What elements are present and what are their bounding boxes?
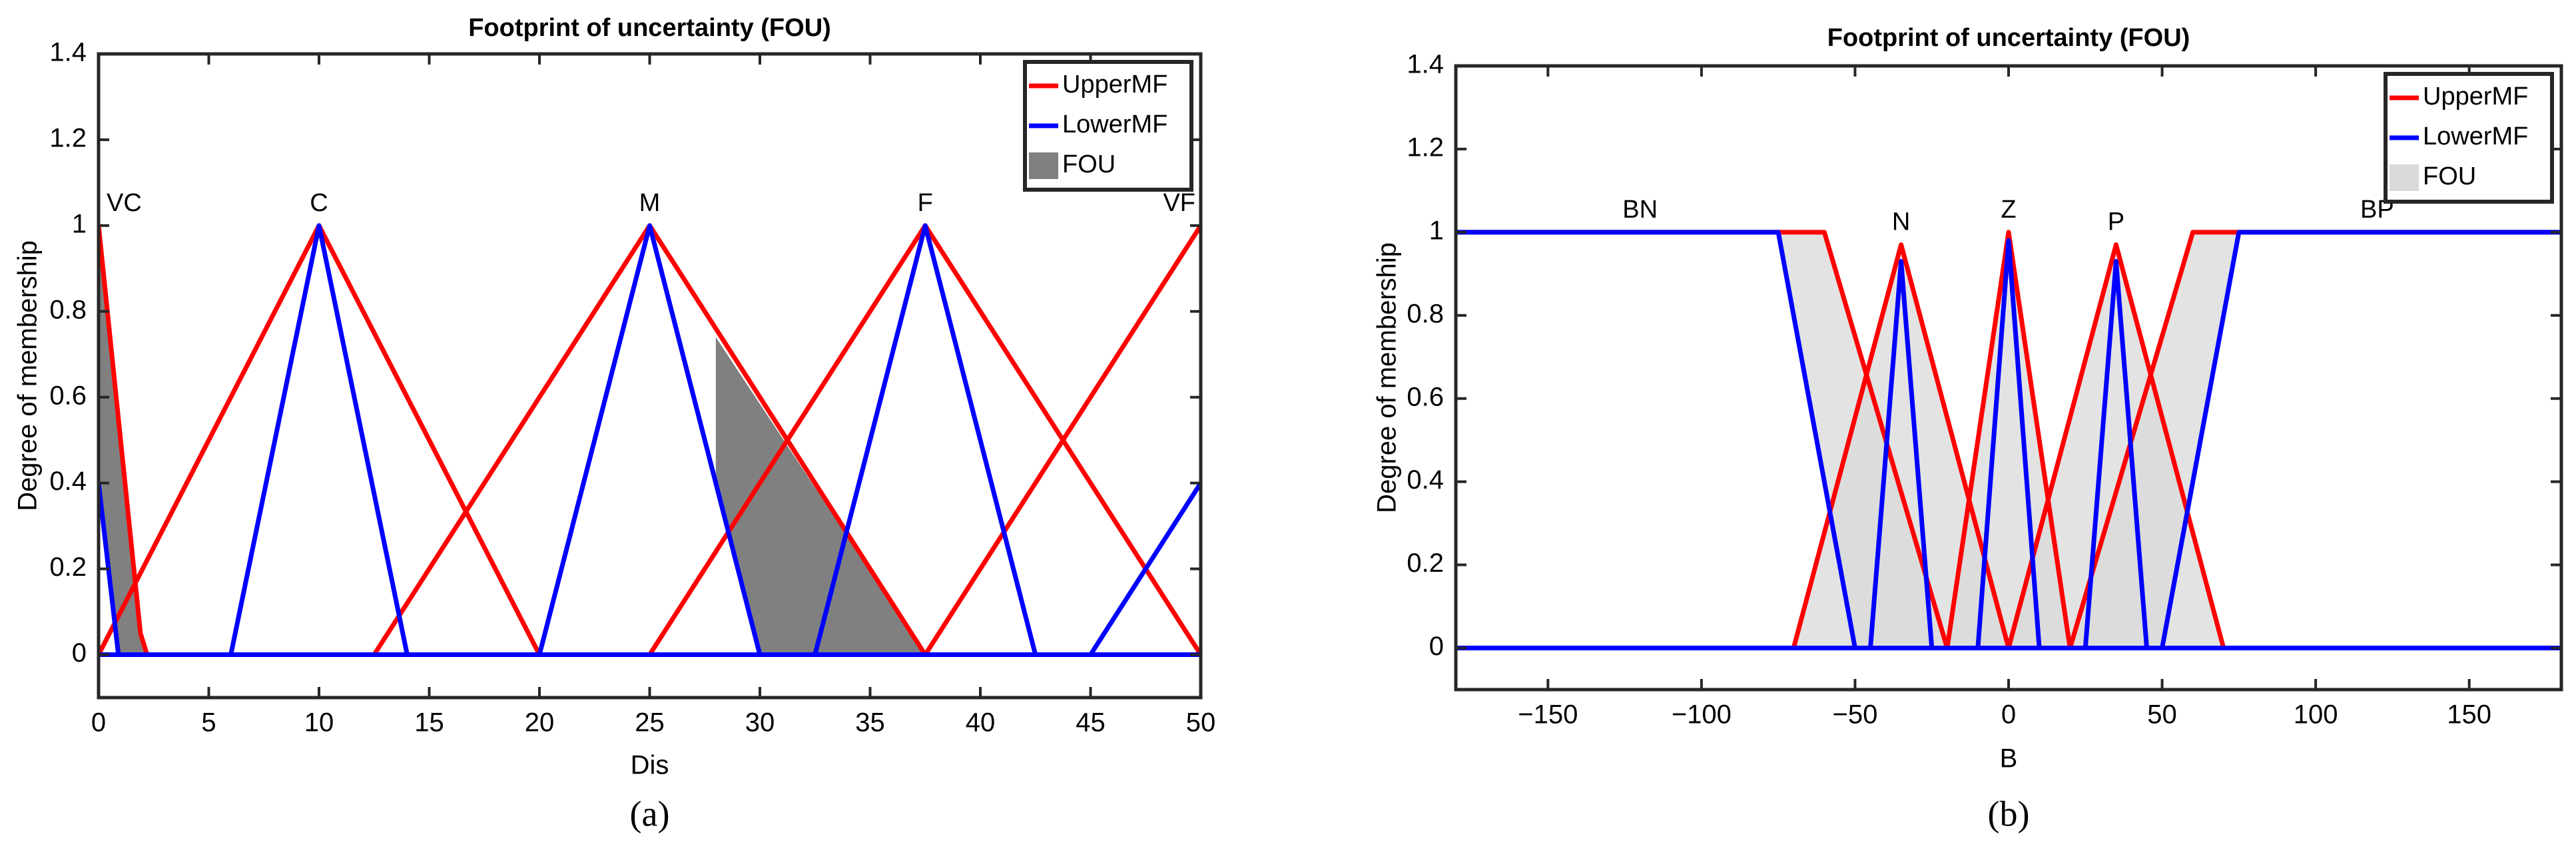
chart-title: Footprint of uncertainty (FOU) — [468, 14, 831, 42]
mf-line — [2083, 259, 2149, 648]
y-tick-label: 0.8 — [1407, 299, 1444, 328]
legend-label: FOU — [1062, 150, 1116, 178]
legend-swatch — [2390, 164, 2419, 191]
x-tick-label: 100 — [2294, 700, 2338, 730]
y-tick-label: 0.2 — [1407, 548, 1444, 578]
plot — [1456, 230, 2561, 651]
mf-line — [1868, 259, 1935, 648]
y-tick-label: 1 — [72, 209, 87, 238]
x-tick-label: 30 — [745, 708, 775, 738]
y-tick-label: 1.2 — [1407, 132, 1444, 162]
mf-label: BN — [1622, 196, 1658, 224]
legend-swatch — [1029, 152, 1058, 179]
y-tick-label: 0 — [72, 638, 87, 668]
x-tick-label: −100 — [1672, 700, 1732, 730]
legend-label: LowerMF — [2423, 122, 2528, 150]
caption: (b) — [1988, 793, 2030, 833]
x-axis-label: B — [2000, 744, 2018, 773]
mf-line — [2160, 230, 2561, 649]
mf-line — [1088, 481, 1201, 656]
mf-label: N — [1892, 208, 1910, 236]
y-tick-label: 1.4 — [1407, 50, 1444, 79]
y-tick-label: 0.8 — [49, 295, 87, 324]
mf-label: Z — [2001, 196, 2016, 224]
y-tick-label: 0.2 — [49, 552, 87, 582]
legend-label: UpperMF — [2423, 83, 2528, 110]
mf-line — [923, 224, 1201, 656]
x-tick-label: 15 — [414, 708, 444, 738]
mf-label: C — [310, 189, 328, 217]
x-tick-label: 0 — [91, 708, 106, 738]
x-tick-label: 35 — [855, 708, 885, 738]
x-tick-label: 50 — [1186, 708, 1216, 738]
y-tick-label: 0.6 — [49, 381, 87, 410]
legend-label: FOU — [2423, 162, 2476, 190]
mf-line — [537, 223, 763, 656]
fou-region — [1793, 244, 2009, 648]
y-tick-label: 0.4 — [49, 467, 87, 496]
x-tick-label: 40 — [966, 708, 996, 738]
subplot: 0 5 10 15 20 25 30 35 40 45 50 0 0.2 0.4 0.6 0.8 1 1.2 1.4… — [13, 14, 1216, 833]
y-axis-label: Degree of membership — [1373, 242, 1402, 513]
y-tick-label: 1.2 — [49, 123, 87, 152]
x-tick-label: 50 — [2147, 700, 2177, 730]
x-tick-label: −150 — [1518, 700, 1578, 730]
y-tick-label: 1.4 — [49, 38, 87, 67]
mf-line — [228, 223, 410, 656]
x-tick-label: 5 — [201, 708, 216, 738]
mf-label: F — [918, 189, 933, 217]
mf-label: VC — [107, 189, 142, 217]
x-tick-label: 20 — [525, 708, 555, 738]
fou-region — [2070, 232, 2239, 648]
plot — [99, 223, 1201, 658]
y-tick-label: 0.6 — [1407, 382, 1444, 411]
x-tick-label: 25 — [635, 708, 665, 738]
mf-line — [1456, 230, 1857, 649]
x-axis-label: Dis — [631, 751, 669, 780]
x-tick-label: 10 — [304, 708, 334, 738]
subplot: −150 −100 −50 0 50 100 150 0 0.2 0.4 0.6 0.8 1 1.2 1.4… — [1373, 24, 2563, 833]
x-tick-label: 0 — [2001, 700, 2016, 730]
y-tick-label: 1 — [1429, 216, 1444, 245]
mf-label: VF — [1163, 189, 1195, 217]
y-tick-label: 0.4 — [1407, 465, 1444, 495]
legend-label: LowerMF — [1062, 110, 1167, 138]
mf-label: M — [639, 189, 661, 217]
legend-label: UpperMF — [1062, 71, 1167, 99]
chart-title: Footprint of uncertainty (FOU) — [1827, 24, 2190, 52]
mf-line — [812, 223, 1038, 656]
mf-label: P — [2108, 208, 2124, 236]
mf-line — [1975, 238, 2042, 648]
mf-line — [1945, 230, 2073, 649]
x-tick-label: 45 — [1076, 708, 1106, 738]
y-axis-label: Degree of membership — [13, 240, 43, 511]
fou-region — [99, 225, 147, 655]
x-tick-label: 150 — [2447, 700, 2491, 730]
mf-line — [99, 225, 150, 656]
caption: (a) — [630, 793, 670, 833]
y-tick-label: 0 — [1429, 632, 1444, 661]
x-tick-label: −50 — [1833, 700, 1878, 730]
